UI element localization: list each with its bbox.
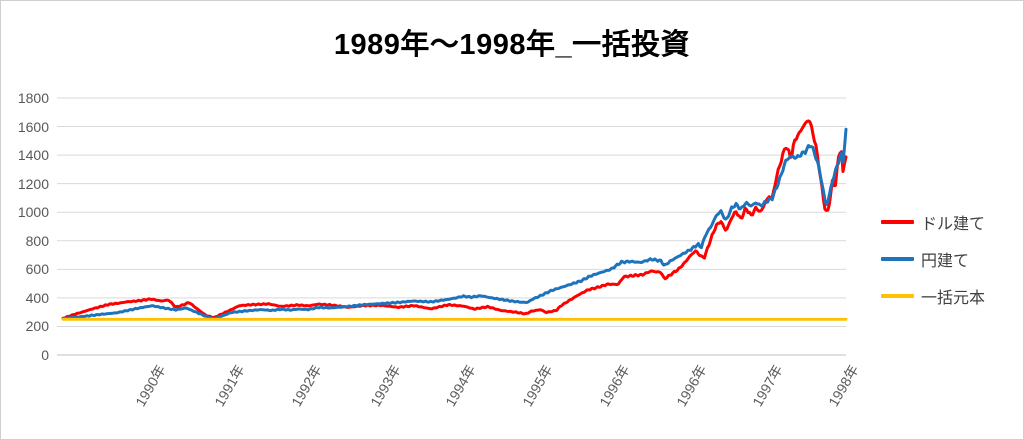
x-axis-tick-label: 1996年 xyxy=(596,362,633,410)
series-line-dollar xyxy=(61,119,848,320)
y-axis-tick-label: 400 xyxy=(25,289,49,306)
x-axis-tick-label: 1994年 xyxy=(442,362,479,410)
legend-swatch-dollar xyxy=(881,219,914,224)
y-axis-tick-label: 200 xyxy=(25,318,49,335)
y-axis-tick-label: 1200 xyxy=(17,175,49,192)
x-axis-tick-label: 1993年 xyxy=(367,362,404,410)
legend-swatch-yen xyxy=(881,256,914,261)
y-axis-tick-label: 1800 xyxy=(17,90,49,106)
plot-area xyxy=(57,97,848,356)
chart-title: 1989年～1998年_一括投資 xyxy=(333,29,691,61)
x-axis-tick-label: 1995年 xyxy=(518,362,556,410)
y-axis-tick-label: 800 xyxy=(25,232,49,249)
legend-item-yen: 円建て xyxy=(881,248,985,270)
legend-label-principal: 一括元本 xyxy=(921,289,986,307)
y-axis-tick-label: 1400 xyxy=(17,147,49,164)
x-axis-tick-label: 1996年 xyxy=(673,362,710,410)
series-line-yen xyxy=(61,127,848,321)
y-axis-tick-label: 1600 xyxy=(17,118,49,135)
x-axis-tick-label: 1998年 xyxy=(825,362,862,410)
legend-label-dollar: ドル建て xyxy=(921,215,986,233)
y-axis-tick-label: 1000 xyxy=(17,204,49,221)
x-axis-tick-label: 1990年 xyxy=(132,362,169,410)
x-axis-tick-label: 1992年 xyxy=(288,362,325,410)
x-axis-tick-label: 1997年 xyxy=(749,362,786,410)
legend-item-dollar: ドル建て xyxy=(881,211,986,233)
y-axis-tick-label: 0 xyxy=(41,347,49,363)
y-axis-tick-label: 600 xyxy=(25,261,49,278)
legend-label-yen: 円建て xyxy=(921,252,970,270)
x-axis-tick-label: 1991年 xyxy=(211,362,248,410)
legend-swatch-principal xyxy=(881,293,914,298)
legend-item-principal: 一括元本 xyxy=(881,285,986,307)
legend: ドル建て 円建て 一括元本 xyxy=(881,211,985,322)
